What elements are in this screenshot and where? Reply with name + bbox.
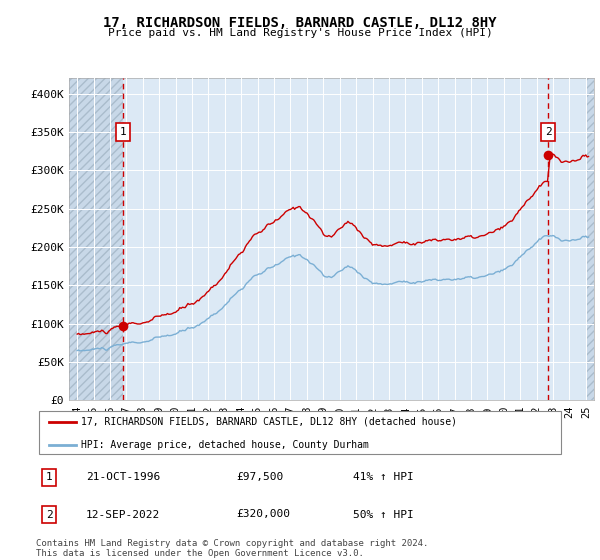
Text: 21-OCT-1996: 21-OCT-1996 bbox=[86, 473, 160, 482]
Text: 50% ↑ HPI: 50% ↑ HPI bbox=[353, 510, 413, 520]
Text: 2: 2 bbox=[46, 510, 53, 520]
Bar bbox=[586, 78, 594, 400]
Bar bbox=[69, 78, 123, 400]
Text: 17, RICHARDSON FIELDS, BARNARD CASTLE, DL12 8HY: 17, RICHARDSON FIELDS, BARNARD CASTLE, D… bbox=[103, 16, 497, 30]
Text: 41% ↑ HPI: 41% ↑ HPI bbox=[353, 473, 413, 482]
Text: 17, RICHARDSON FIELDS, BARNARD CASTLE, DL12 8HY (detached house): 17, RICHARDSON FIELDS, BARNARD CASTLE, D… bbox=[81, 417, 457, 427]
Bar bbox=[69, 78, 123, 400]
Text: 1: 1 bbox=[120, 127, 127, 137]
Text: Contains HM Land Registry data © Crown copyright and database right 2024.
This d: Contains HM Land Registry data © Crown c… bbox=[36, 539, 428, 558]
Text: £97,500: £97,500 bbox=[236, 473, 284, 482]
Text: 12-SEP-2022: 12-SEP-2022 bbox=[86, 510, 160, 520]
Text: HPI: Average price, detached house, County Durham: HPI: Average price, detached house, Coun… bbox=[81, 440, 369, 450]
Bar bbox=[586, 78, 594, 400]
Text: £320,000: £320,000 bbox=[236, 510, 290, 520]
Text: Price paid vs. HM Land Registry's House Price Index (HPI): Price paid vs. HM Land Registry's House … bbox=[107, 28, 493, 38]
FancyBboxPatch shape bbox=[38, 411, 562, 454]
Text: 2: 2 bbox=[545, 127, 551, 137]
Text: 1: 1 bbox=[46, 473, 53, 482]
